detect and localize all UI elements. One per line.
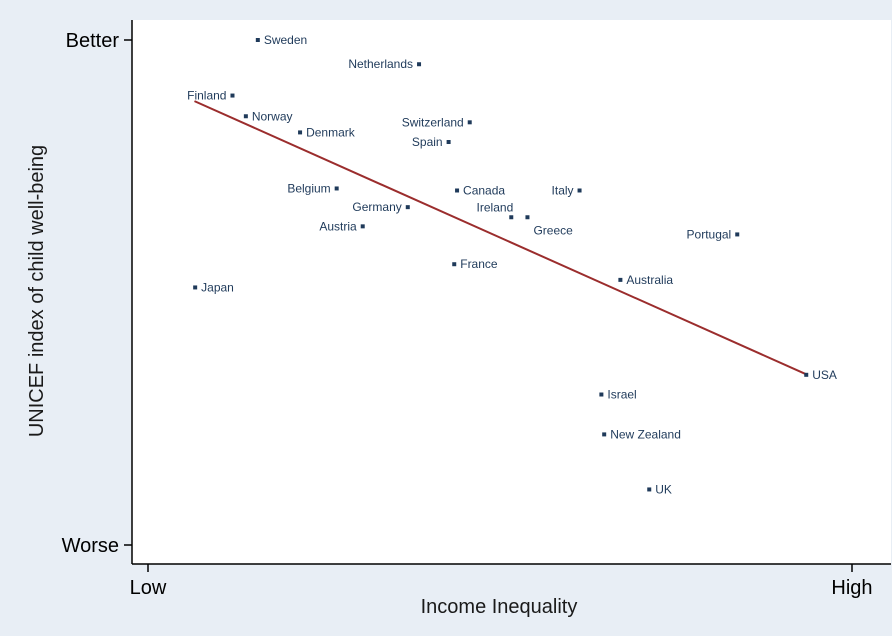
data-point-label: Sweden [264, 33, 307, 47]
axes [131, 20, 891, 565]
data-point [735, 232, 740, 237]
data-point-label: Finland [187, 89, 226, 103]
data-point [599, 392, 604, 397]
data-point [804, 372, 809, 377]
data-point [255, 38, 260, 42]
data-point [467, 120, 472, 125]
data-point [230, 93, 235, 98]
data-points: Sweden Netherlands Finland Norway Denmark Swi… [187, 33, 837, 496]
data-point-label: Austria [319, 219, 357, 233]
y-tick-label: Worse [62, 535, 119, 557]
data-point [509, 215, 514, 220]
data-point-label: Canada [463, 183, 505, 197]
axis-ticks: Low High Better Worse [62, 30, 873, 599]
y-tick-label: Better [66, 30, 120, 52]
data-point-label: Switzerland [402, 115, 464, 129]
data-point-label: Norway [252, 109, 293, 123]
data-point-label: Denmark [306, 125, 356, 139]
data-point [334, 186, 339, 191]
data-point [602, 432, 607, 437]
data-point [647, 487, 652, 492]
data-point-label: Australia [626, 273, 673, 287]
data-point [525, 215, 530, 220]
x-axis-title: Income Inequality [421, 596, 578, 618]
data-point-label: Germany [352, 200, 401, 214]
data-point-label: Israel [607, 388, 636, 402]
data-point [193, 285, 198, 290]
data-point-label: Netherlands [348, 57, 413, 71]
data-point [360, 224, 365, 229]
data-point [417, 62, 422, 67]
plot-area [132, 20, 891, 564]
data-point [577, 188, 582, 193]
data-point-label: USA [812, 368, 837, 382]
data-point [243, 114, 248, 119]
data-point-label: Belgium [287, 181, 330, 195]
data-point-label: Ireland [477, 200, 514, 214]
trend-line [194, 100, 807, 376]
x-tick-label: High [831, 577, 872, 599]
data-point [618, 277, 623, 282]
data-point-label: New Zealand [610, 427, 681, 441]
data-point-label: Portugal [687, 227, 732, 241]
data-point [452, 262, 457, 267]
data-point [298, 130, 303, 135]
data-point-label: UK [655, 482, 672, 496]
data-point-label: France [460, 257, 498, 271]
data-point-label: Italy [552, 183, 574, 197]
x-tick-label: Low [130, 577, 167, 599]
data-point-label: Spain [412, 135, 443, 149]
data-point-label: Greece [533, 223, 573, 237]
data-point [455, 188, 460, 193]
data-point [405, 205, 410, 210]
data-point [446, 140, 451, 145]
y-axis-title: UNICEF index of child well-being [26, 145, 48, 437]
data-point-label: Japan [201, 280, 234, 294]
